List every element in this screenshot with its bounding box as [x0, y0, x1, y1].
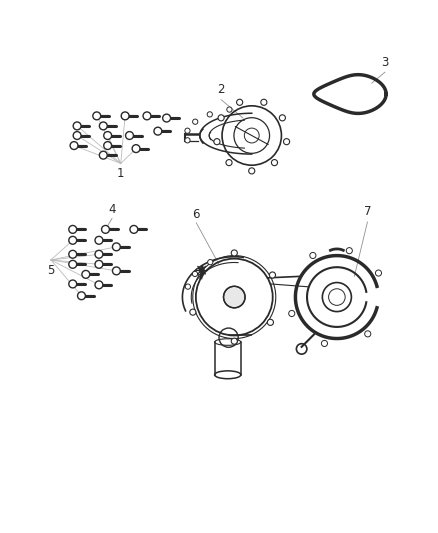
- Circle shape: [185, 128, 190, 133]
- Circle shape: [104, 142, 112, 149]
- Circle shape: [95, 251, 103, 258]
- Circle shape: [126, 132, 134, 140]
- Circle shape: [78, 292, 85, 300]
- Circle shape: [93, 112, 101, 120]
- Circle shape: [375, 270, 381, 276]
- Circle shape: [269, 272, 276, 278]
- Circle shape: [226, 159, 232, 166]
- Circle shape: [283, 139, 290, 145]
- Circle shape: [208, 260, 213, 265]
- Circle shape: [99, 122, 107, 130]
- Circle shape: [249, 168, 255, 174]
- Circle shape: [346, 248, 353, 254]
- Circle shape: [73, 122, 81, 130]
- Circle shape: [185, 138, 190, 143]
- Circle shape: [73, 132, 81, 140]
- Circle shape: [192, 271, 198, 277]
- Text: 2: 2: [217, 83, 225, 96]
- Circle shape: [95, 281, 103, 289]
- Circle shape: [199, 268, 204, 273]
- Circle shape: [207, 112, 212, 117]
- Circle shape: [95, 261, 103, 268]
- Circle shape: [132, 144, 140, 152]
- Circle shape: [69, 236, 77, 244]
- Circle shape: [102, 225, 110, 233]
- Text: 6: 6: [193, 208, 200, 221]
- Circle shape: [218, 115, 224, 121]
- Circle shape: [121, 112, 129, 120]
- Circle shape: [267, 319, 273, 326]
- Text: 7: 7: [364, 206, 371, 219]
- Circle shape: [69, 251, 77, 258]
- Circle shape: [195, 269, 201, 275]
- Circle shape: [185, 284, 191, 289]
- Circle shape: [214, 139, 220, 145]
- Circle shape: [69, 261, 77, 268]
- Circle shape: [154, 127, 162, 135]
- Circle shape: [193, 119, 198, 124]
- Circle shape: [231, 338, 237, 344]
- Circle shape: [321, 341, 328, 346]
- Circle shape: [261, 99, 267, 106]
- Circle shape: [365, 331, 371, 337]
- Circle shape: [99, 151, 107, 159]
- Circle shape: [113, 267, 120, 275]
- Text: 5: 5: [47, 264, 55, 277]
- Circle shape: [162, 114, 170, 122]
- Circle shape: [95, 236, 103, 244]
- Circle shape: [310, 253, 316, 259]
- Circle shape: [279, 115, 286, 121]
- Text: 3: 3: [381, 56, 389, 69]
- Circle shape: [272, 159, 278, 166]
- Circle shape: [69, 225, 77, 233]
- Circle shape: [223, 286, 245, 308]
- Text: 4: 4: [108, 203, 116, 216]
- Circle shape: [69, 280, 77, 288]
- Circle shape: [227, 107, 232, 112]
- Circle shape: [104, 132, 112, 140]
- Text: 1: 1: [117, 167, 124, 180]
- Circle shape: [190, 309, 196, 315]
- Circle shape: [231, 250, 237, 256]
- Circle shape: [130, 225, 138, 233]
- Circle shape: [143, 112, 151, 120]
- Circle shape: [70, 142, 78, 149]
- Circle shape: [82, 270, 90, 278]
- Circle shape: [289, 310, 295, 317]
- Circle shape: [113, 243, 120, 251]
- Circle shape: [237, 99, 243, 106]
